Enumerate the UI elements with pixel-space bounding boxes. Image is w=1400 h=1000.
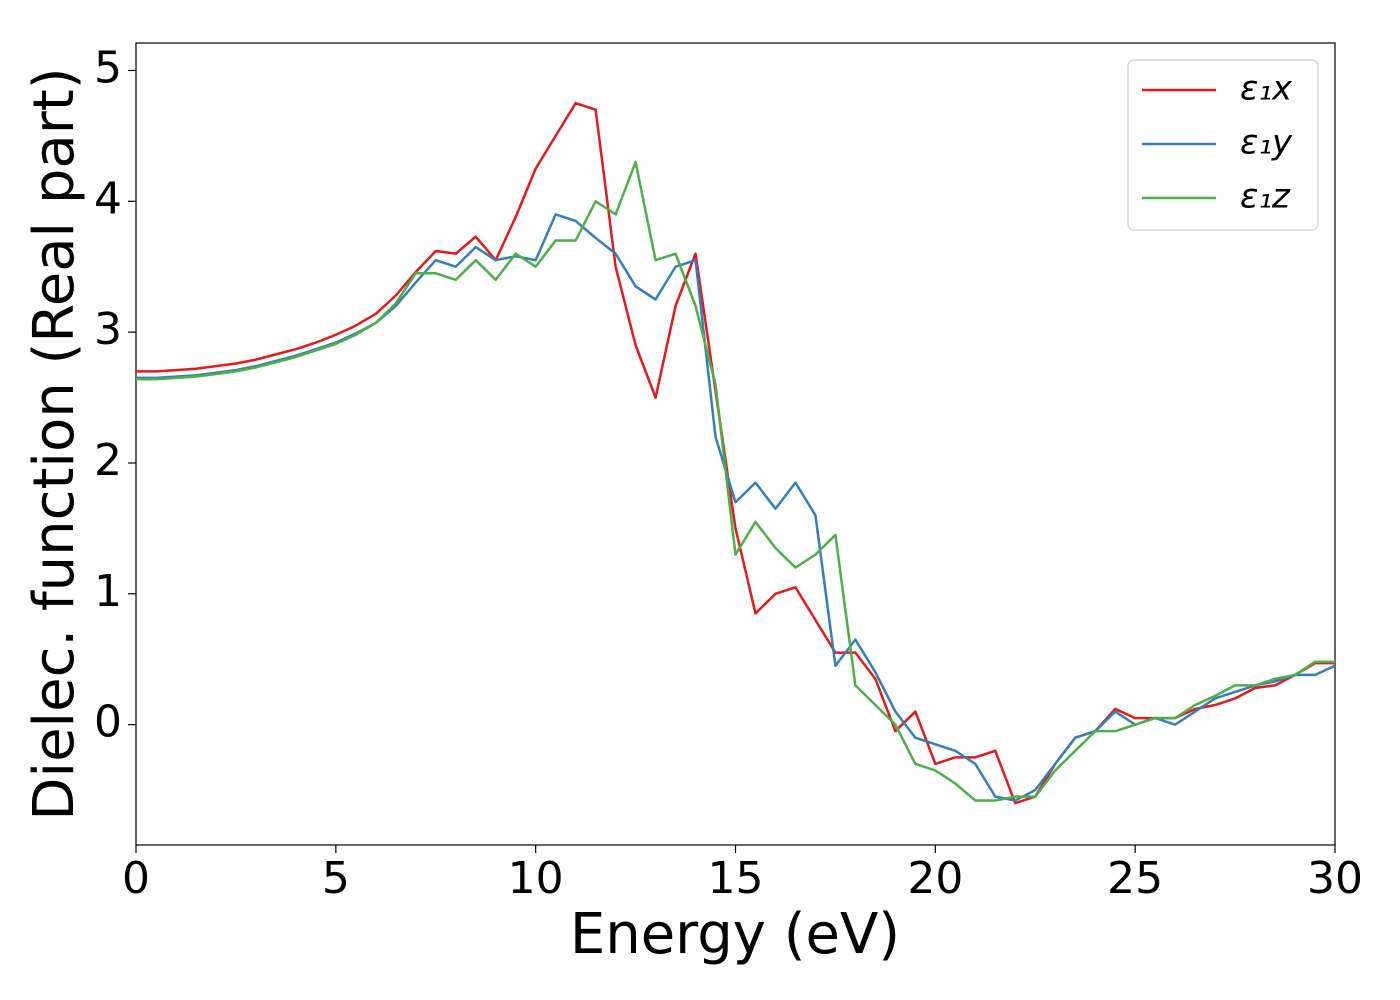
y-tick-label: 2 [94, 435, 122, 486]
y-tick-label: 4 [94, 173, 122, 224]
x-axis-label: Energy (eV) [570, 902, 900, 967]
x-tick-label: 5 [322, 853, 350, 904]
x-tick-label: 25 [1107, 853, 1163, 904]
x-tick-label: 15 [708, 853, 764, 904]
y-axis-label: Dielec. function (Real part) [22, 67, 87, 820]
x-tick-label: 10 [508, 853, 564, 904]
data-line [136, 101, 1335, 805]
y-tick-label: 5 [94, 42, 122, 93]
data-line [136, 213, 1336, 802]
data-line [136, 160, 1335, 802]
x-tick-label: 20 [907, 853, 963, 904]
y-tick-label: 0 [94, 697, 122, 748]
legend-label: ε₁z [1240, 177, 1291, 217]
legend-box [1127, 59, 1319, 231]
y-tick-label: 1 [94, 566, 122, 617]
legend-label: ε₁x [1240, 69, 1293, 109]
legend-label: ε₁y [1240, 123, 1293, 163]
x-tick-label: 30 [1307, 853, 1363, 904]
x-tick-label: 0 [122, 853, 150, 904]
y-tick-label: 3 [94, 304, 122, 355]
